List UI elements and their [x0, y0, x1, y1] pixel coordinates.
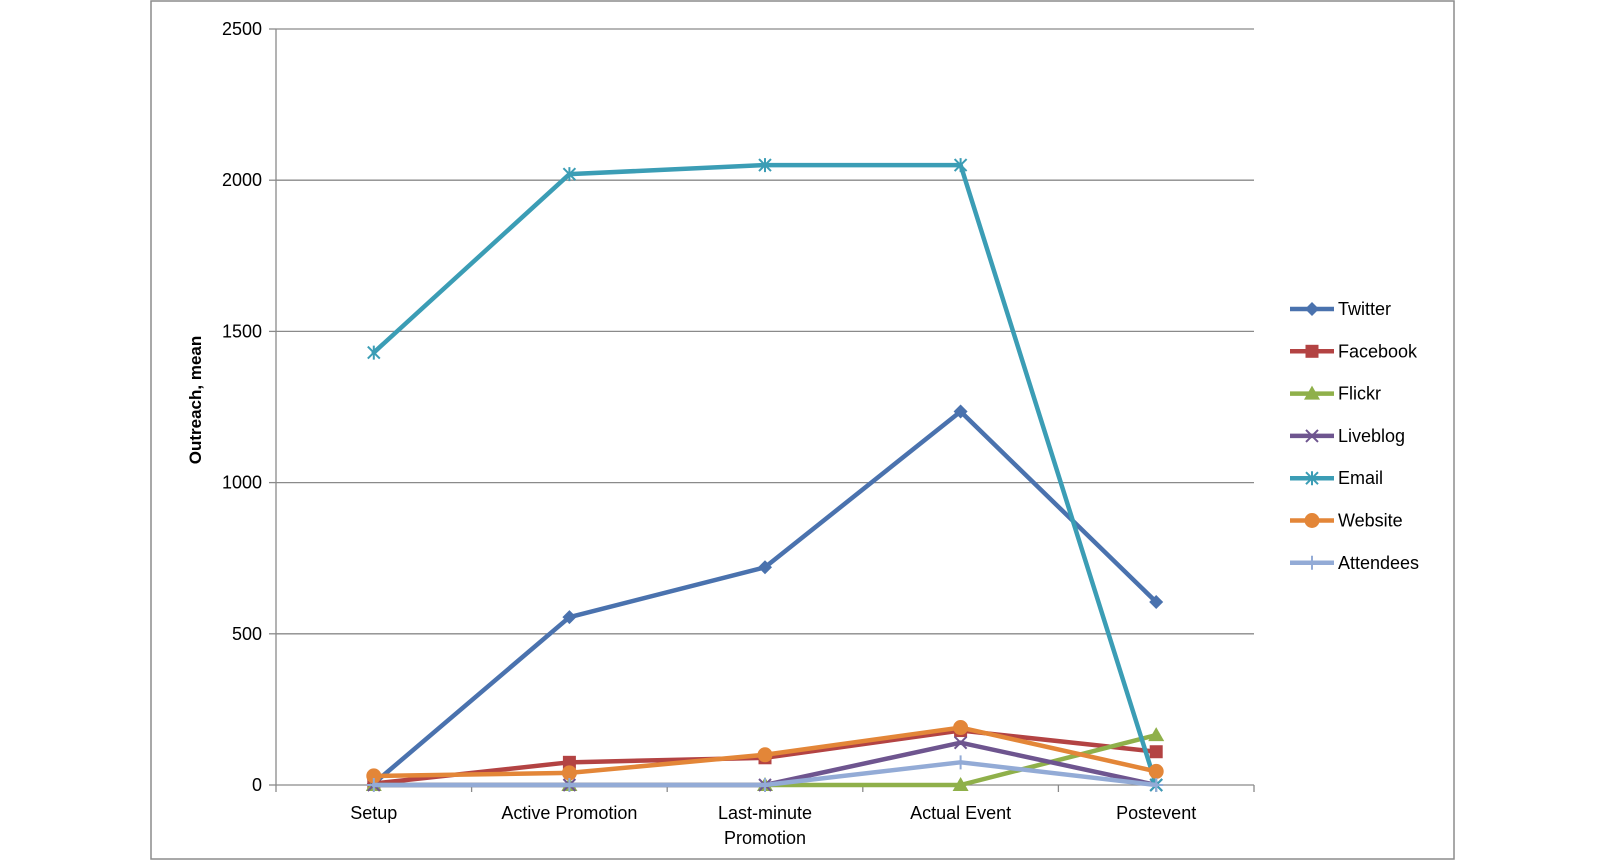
legend-label-website: Website [1338, 511, 1403, 531]
x-tick-label-active-promotion: Active Promotion [501, 803, 637, 823]
y-tick-labels: 0 500 1000 1500 2000 2500 [222, 19, 262, 795]
legend-item-attendees: Attendees [1290, 553, 1419, 573]
legend-marker-facebook [1305, 344, 1319, 358]
legend-item-website: Website [1290, 511, 1403, 531]
legend-label-facebook: Facebook [1338, 341, 1418, 361]
x-tick-label-line: Active Promotion [501, 803, 637, 823]
point-email-1 [562, 167, 577, 182]
x-tick-label-postevent: Postevent [1116, 803, 1196, 823]
point-email-2 [758, 158, 772, 173]
x-tick-labels: Setup Active Promotion Last-minute Promotio… [350, 803, 1196, 848]
y-tick-label-500: 500 [232, 624, 262, 644]
point-attendees-0 [366, 778, 381, 792]
legend-marker-attendees [1305, 555, 1319, 570]
x-tick-label-last-minute-promotion: Last-minute Promotion [718, 803, 812, 848]
point-twitter-2 [758, 560, 772, 575]
y-tick-label-1500: 1500 [222, 321, 262, 341]
x-tick-label-line: Last-minute [718, 803, 812, 823]
point-attendees-3 [953, 755, 968, 770]
point-flickr-4 [1148, 727, 1165, 742]
point-website-4 [1148, 763, 1164, 779]
legend-marker-liveblog [1305, 429, 1319, 443]
point-website-3 [953, 720, 969, 736]
legend-marker-website [1304, 513, 1320, 528]
legend-marker-flickr [1304, 385, 1320, 400]
legend-label-twitter: Twitter [1338, 299, 1391, 319]
x-tick-label-line: Actual Event [910, 803, 1011, 823]
legend-label-email: Email [1338, 468, 1383, 488]
point-twitter-3 [953, 404, 968, 419]
point-website-2 [757, 747, 773, 763]
legend-item-liveblog: Liveblog [1290, 426, 1405, 446]
series [365, 158, 1165, 792]
y-tick-label-2500: 2500 [222, 19, 262, 39]
y-axis-title: Outreach, mean [186, 336, 205, 465]
y-tick-label-0: 0 [252, 775, 262, 795]
gridlines [276, 28, 1254, 635]
legend-marker-email [1305, 471, 1319, 486]
legend-marker-twitter [1305, 302, 1319, 316]
y-tick-label-2000: 2000 [222, 170, 262, 190]
legend-item-facebook: Facebook [1290, 341, 1418, 361]
point-website-0 [366, 768, 382, 784]
legend-item-flickr: Flickr [1290, 384, 1381, 404]
point-email-0 [367, 345, 381, 360]
legend-label-flickr: Flickr [1338, 384, 1381, 404]
point-attendees-1 [562, 778, 577, 792]
point-website-1 [561, 765, 577, 781]
point-attendees-2 [758, 778, 772, 792]
legend: Twitter Facebook Flickr Liveblog Email Websit… [1290, 299, 1419, 573]
point-twitter-4 [1149, 595, 1164, 610]
legend-label-liveblog: Liveblog [1338, 426, 1405, 446]
x-tick-label-line: Setup [350, 803, 397, 823]
x-tick-label-line: Promotion [724, 828, 806, 848]
x-tick-label-setup: Setup [350, 803, 397, 823]
point-facebook-1 [562, 755, 576, 769]
series-attendees [366, 755, 1164, 792]
legend-item-email: Email [1290, 468, 1383, 488]
x-tick-label-actual-event: Actual Event [910, 803, 1011, 823]
legend-label-attendees: Attendees [1338, 553, 1419, 573]
y-tick-label-1000: 1000 [222, 473, 262, 493]
point-attendees-4 [1149, 778, 1164, 792]
legend-item-twitter: Twitter [1290, 299, 1391, 319]
point-email-3 [953, 158, 968, 173]
point-facebook-4 [1149, 745, 1163, 759]
x-tick-label-line: Postevent [1116, 803, 1196, 823]
point-twitter-1 [562, 610, 577, 625]
series-website [366, 720, 1164, 784]
point-liveblog-3 [953, 735, 968, 750]
chart-frame [150, 0, 1455, 860]
point-flickr-3 [952, 777, 969, 791]
